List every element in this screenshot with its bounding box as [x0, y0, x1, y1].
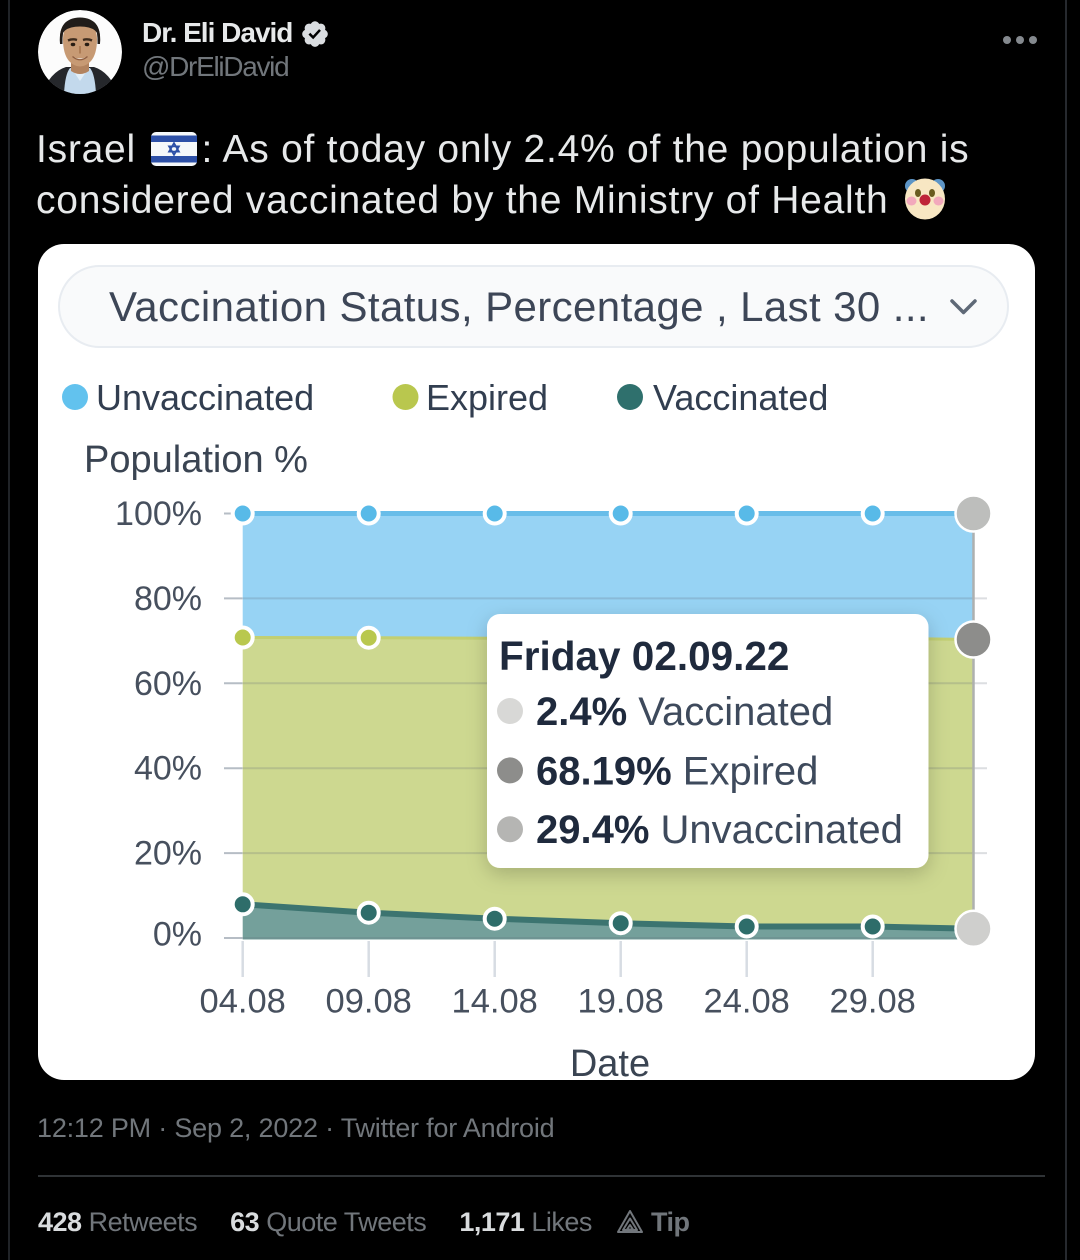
svg-text:40%: 40%: [134, 750, 202, 788]
svg-text:Friday 02.09.22: Friday 02.09.22: [499, 633, 789, 679]
svg-text:Vaccinated: Vaccinated: [653, 377, 828, 418]
svg-text:0%: 0%: [153, 916, 202, 954]
svg-text:Vaccination Status, Percentage: Vaccination Status, Percentage , Last 30…: [109, 283, 929, 330]
svg-text:29.08: 29.08: [830, 983, 916, 1021]
svg-text:24.08: 24.08: [704, 983, 790, 1021]
svg-text:04.08: 04.08: [200, 983, 286, 1021]
svg-text:Unvaccinated: Unvaccinated: [96, 377, 314, 418]
svg-text:Expired: Expired: [426, 377, 548, 418]
svg-text:19.08: 19.08: [578, 983, 664, 1021]
svg-text:80%: 80%: [134, 580, 202, 618]
svg-text:Population %: Population %: [84, 439, 308, 481]
svg-text:29.4% Unvaccinated: 29.4% Unvaccinated: [536, 808, 903, 852]
svg-text:Date: Date: [570, 1043, 650, 1080]
svg-text:68.19% Expired: 68.19% Expired: [536, 749, 818, 793]
svg-text:100%: 100%: [115, 495, 202, 533]
svg-text:09.08: 09.08: [326, 983, 412, 1021]
svg-text:2.4% Vaccinated: 2.4% Vaccinated: [536, 690, 833, 734]
svg-text:14.08: 14.08: [452, 983, 538, 1021]
svg-text:20%: 20%: [134, 835, 202, 873]
svg-text:60%: 60%: [134, 665, 202, 703]
